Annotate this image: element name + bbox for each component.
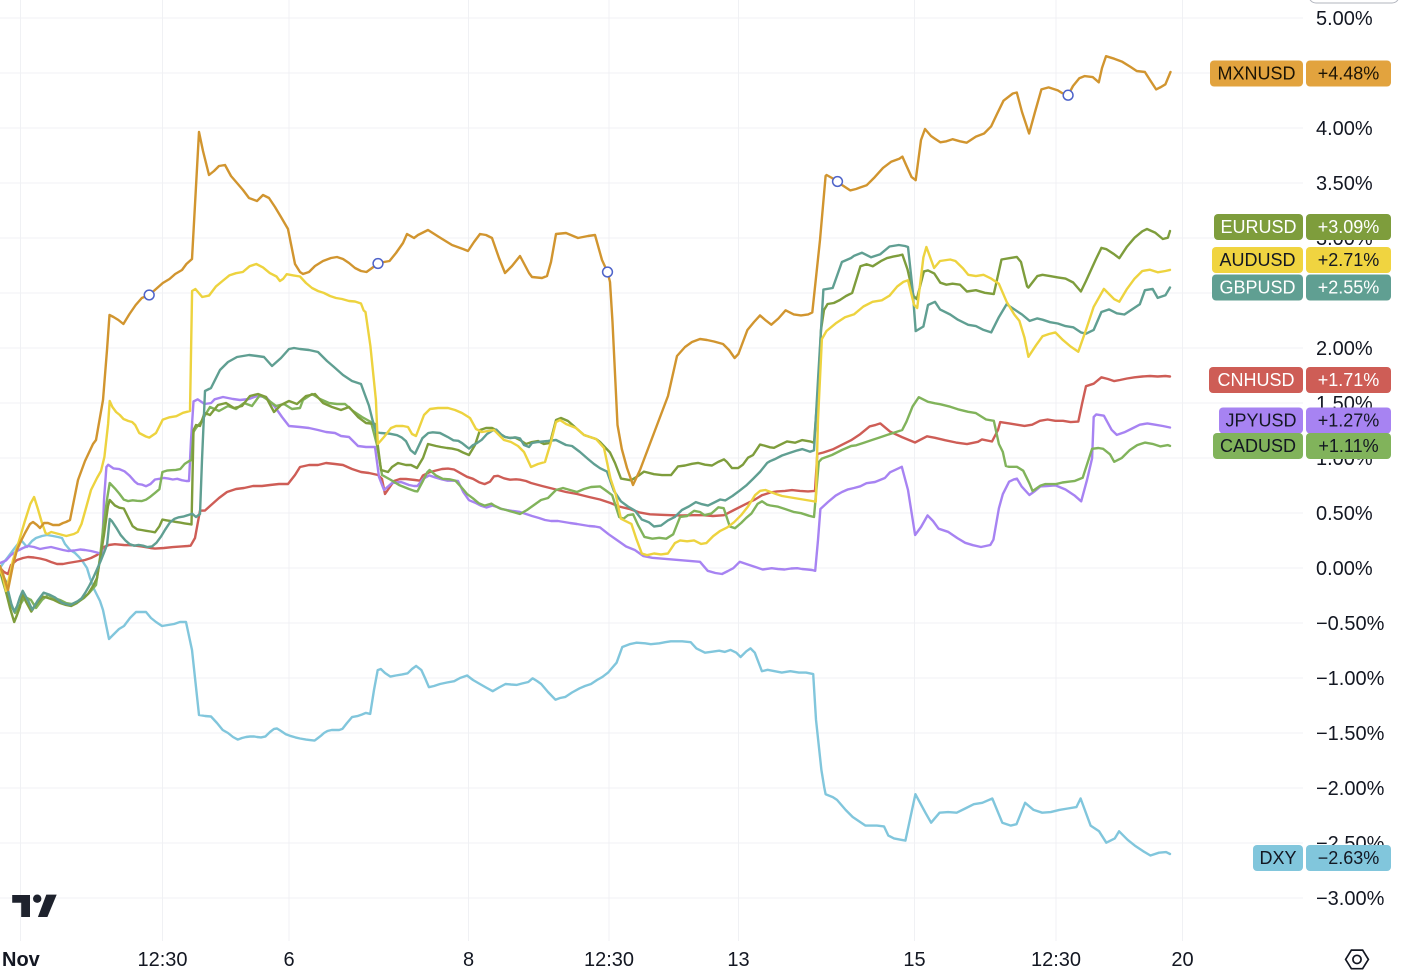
- svg-text:AUDUSD: AUDUSD: [1219, 250, 1295, 270]
- svg-text:2.00%: 2.00%: [1316, 338, 1373, 360]
- svg-text:CADUSD: CADUSD: [1220, 436, 1296, 456]
- svg-text:−2.63%: −2.63%: [1318, 848, 1380, 868]
- svg-text:+3.09%: +3.09%: [1318, 217, 1380, 237]
- svg-text:EURUSD: EURUSD: [1220, 217, 1296, 237]
- svg-text:20: 20: [1171, 949, 1193, 971]
- svg-text:JPYUSD: JPYUSD: [1225, 411, 1296, 431]
- svg-text:3.50%: 3.50%: [1316, 173, 1373, 195]
- svg-text:GBPUSD: GBPUSD: [1219, 278, 1295, 298]
- svg-text:6: 6: [283, 949, 294, 971]
- svg-text:13: 13: [727, 949, 749, 971]
- svg-text:8: 8: [463, 949, 474, 971]
- svg-text:12:30: 12:30: [137, 949, 187, 971]
- svg-text:+4.48%: +4.48%: [1318, 64, 1380, 84]
- svg-text:12:30: 12:30: [584, 949, 634, 971]
- svg-text:5.00%: 5.00%: [1316, 8, 1373, 30]
- svg-text:12:30: 12:30: [1031, 949, 1081, 971]
- svg-text:4.00%: 4.00%: [1316, 118, 1373, 140]
- svg-text:CNHUSD: CNHUSD: [1217, 370, 1294, 390]
- svg-text:+1.27%: +1.27%: [1318, 411, 1380, 431]
- svg-text:−3.00%: −3.00%: [1316, 888, 1385, 910]
- svg-text:−2.00%: −2.00%: [1316, 778, 1385, 800]
- svg-text:15: 15: [903, 949, 925, 971]
- svg-text:DXY: DXY: [1259, 848, 1296, 868]
- svg-text:MXNUSD: MXNUSD: [1217, 64, 1295, 84]
- svg-text:0.50%: 0.50%: [1316, 503, 1373, 525]
- svg-text:+1.71%: +1.71%: [1318, 370, 1380, 390]
- svg-text:−1.00%: −1.00%: [1316, 668, 1385, 690]
- svg-text:−1.50%: −1.50%: [1316, 723, 1385, 745]
- svg-text:−0.50%: −0.50%: [1316, 613, 1385, 635]
- svg-text:+1.11%: +1.11%: [1318, 436, 1378, 456]
- svg-text:Nov: Nov: [2, 949, 41, 971]
- svg-text:+2.71%: +2.71%: [1318, 250, 1380, 270]
- svg-text:0.00%: 0.00%: [1316, 558, 1373, 580]
- svg-text:+2.55%: +2.55%: [1318, 278, 1380, 298]
